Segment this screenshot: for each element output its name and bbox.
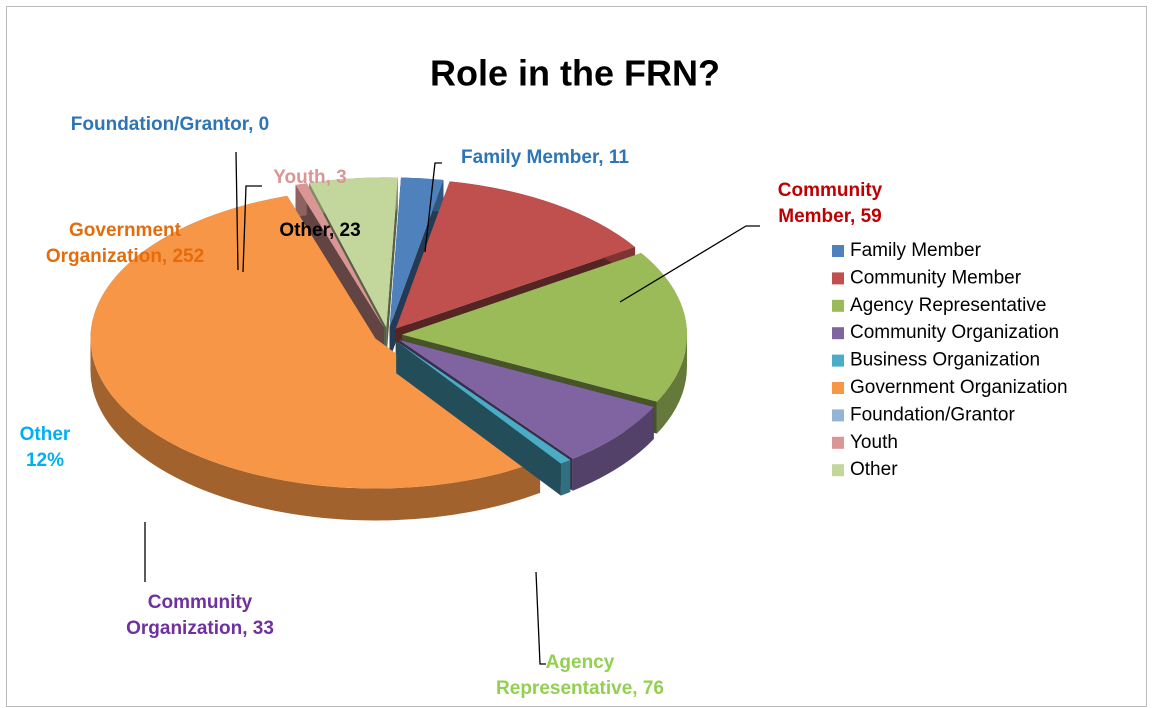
data-label: Agency Representative, 76 [496,652,664,699]
data-label: Government Organization, 252 [45,220,205,267]
legend-label: Youth [850,432,898,453]
chart-title: Role in the FRN? [430,53,720,94]
slice [309,177,398,328]
legend-swatch [832,409,844,422]
legend-label: Community Organization [850,322,1059,343]
slice [398,339,654,459]
legend-swatch [832,327,844,340]
slice [396,341,571,464]
slice-side [396,341,561,496]
data-label: Foundation/Grantor, 0 [70,114,270,135]
legend: Family Member Community Member Agency Repr… [832,240,1068,480]
slice [395,181,636,329]
legend-label: Government Organization [850,377,1068,398]
slice-wall [90,338,541,521]
slice-wall [656,334,687,434]
slice [389,177,444,328]
slice [401,253,687,402]
legend-label: Other [850,459,898,480]
data-label: Community Member, 59 [777,180,883,227]
leader-line [535,571,546,665]
legend-swatch [832,436,844,449]
legend-swatch [832,299,844,312]
slice [295,183,384,328]
pie [90,177,687,521]
leader-lines [144,151,760,665]
legend-label: Business Organization [850,350,1040,371]
data-label: Youth, 3 [273,167,347,188]
leader-line [242,185,262,273]
leader-line [424,162,442,253]
data-label: Family Member, 11 [461,147,629,168]
slice-wall [572,406,654,491]
legend-label: Agency Representative [850,295,1046,316]
slice-side [386,177,398,360]
data-label: Community Organization, 33 [126,592,274,639]
leader-line [235,151,239,271]
legend-swatch [832,354,844,367]
legend-label: Foundation/Grantor [850,404,1015,425]
slice [90,195,541,489]
legend-swatch [832,245,844,257]
annotation: Other 12% [19,424,71,471]
legend-swatch [832,464,844,477]
legend-swatch [832,272,844,285]
data-label: Other, 23 [279,220,361,241]
legend-label: Community Member [850,267,1022,288]
legend-label: Family Member [850,240,982,261]
legend-swatch [832,382,844,394]
slice-wall [560,460,571,496]
leader-line [619,225,760,303]
